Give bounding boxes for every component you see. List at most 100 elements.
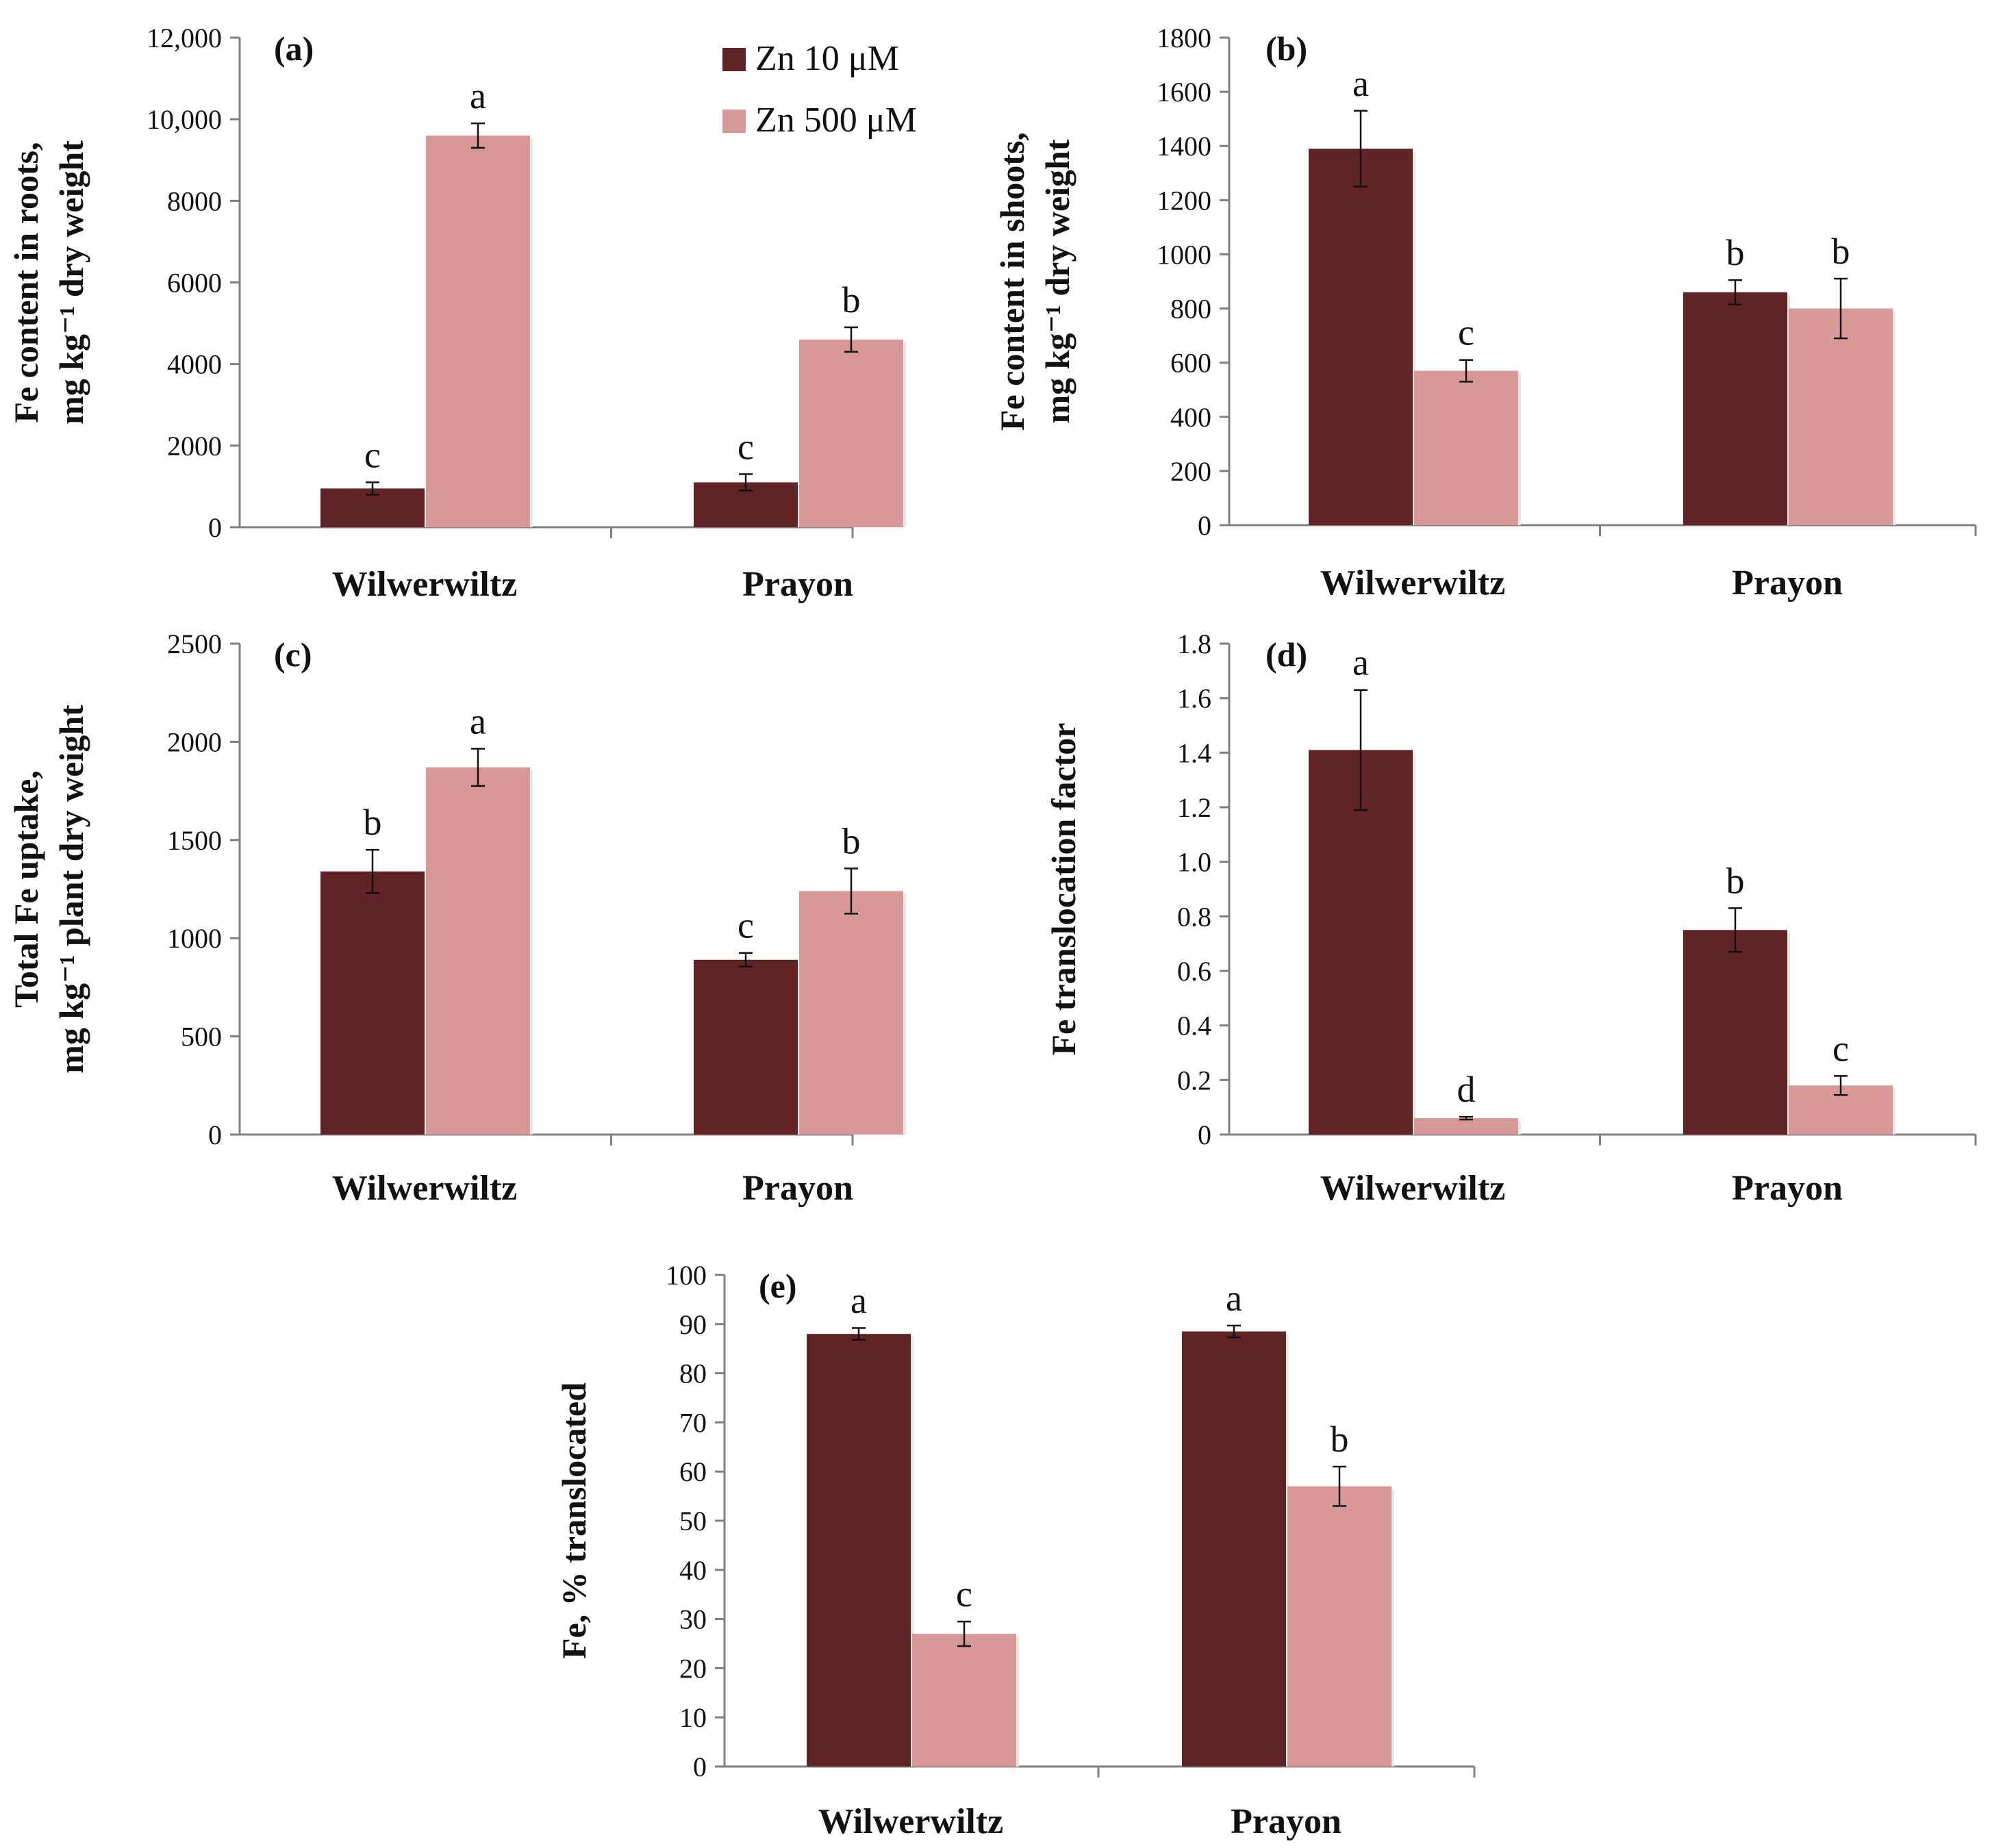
y-tick-label: 70 — [679, 1407, 707, 1438]
bar — [807, 1334, 911, 1767]
y-tick-label: 4000 — [167, 349, 222, 380]
significance-letter: b — [842, 279, 861, 320]
significance-letter: d — [1457, 1069, 1476, 1110]
bar-shadow — [1411, 752, 1415, 1135]
y-tick-label: 2000 — [167, 726, 222, 757]
bar-shadow — [796, 485, 801, 527]
significance-letter: b — [1832, 231, 1850, 272]
significance-letter: b — [1726, 232, 1745, 273]
legend: Zn 10 μM Zn 500 μM — [722, 39, 917, 140]
x-category-label: Prayon — [742, 1169, 853, 1208]
x-category-label: Prayon — [1732, 1169, 1843, 1208]
panel-label: (b) — [1265, 29, 1307, 68]
y-tick-label: 0 — [1198, 1119, 1211, 1150]
y-tick-label: 0.2 — [1177, 1065, 1211, 1096]
bar — [799, 891, 903, 1135]
y-tick-label: 1.4 — [1177, 737, 1211, 768]
y-tick-label: 1000 — [1157, 239, 1211, 270]
bar — [1182, 1331, 1286, 1767]
bar — [426, 767, 530, 1135]
y-axis-label: Fe, % translocated — [555, 1382, 593, 1659]
y-axis-label: mg kg⁻¹ plant dry weight — [52, 705, 90, 1074]
bar-shadow — [1891, 1088, 1895, 1135]
bar-shadow — [902, 894, 906, 1135]
x-category-label: Wilwerwiltz — [818, 1802, 1004, 1841]
y-tick-label: 100 — [666, 1260, 707, 1291]
bar-shadow — [1891, 311, 1895, 525]
bar — [320, 871, 425, 1135]
significance-letter: c — [956, 1573, 972, 1615]
panel-label: (a) — [274, 29, 314, 68]
significance-letter: a — [1226, 1278, 1242, 1319]
y-tick-label: 8000 — [167, 186, 222, 216]
y-tick-label: 600 — [1170, 348, 1211, 379]
bar-shadow — [1517, 1121, 1521, 1135]
x-category-label: Prayon — [1231, 1802, 1342, 1841]
y-tick-label: 10,000 — [147, 104, 222, 135]
y-tick-label: 90 — [679, 1309, 707, 1340]
bar-shadow — [529, 138, 533, 527]
y-tick-label: 2500 — [167, 629, 222, 659]
bar — [1309, 750, 1413, 1135]
y-tick-label: 0.6 — [1177, 956, 1211, 987]
significance-letter: c — [738, 905, 754, 946]
panel-label: (c) — [274, 635, 312, 674]
bar-shadow — [902, 342, 906, 527]
y-axis-label: Fe translocation factor — [1044, 723, 1083, 1056]
y-tick-label: 1000 — [167, 923, 222, 954]
bar — [1414, 1118, 1518, 1135]
y-axis-label: Fe content in shoots, — [993, 132, 1031, 431]
x-category-label: Wilwerwiltz — [332, 565, 518, 604]
y-tick-label: 0 — [1198, 510, 1211, 541]
x-category-label: Prayon — [1732, 564, 1843, 603]
bar-shadow — [1390, 1489, 1394, 1767]
x-category-label: Wilwerwiltz — [332, 1169, 518, 1208]
chart-panel: 0 10 20 30 40 50 60 70 80 90 100 Wilwerwiltz Prayon a… — [555, 1260, 1476, 1841]
chart-panel: 0 200 400 600 800 1000 1200 1400 1600 1800 Wilwerw… — [993, 23, 1977, 603]
legend-swatch — [722, 110, 746, 133]
x-category-label: Wilwerwiltz — [1320, 1169, 1506, 1208]
bar-shadow — [1786, 933, 1790, 1135]
x-category-label: Prayon — [742, 565, 853, 604]
bar-shadow — [1285, 1334, 1289, 1767]
chart-panel: 0 0.2 0.4 0.6 0.8 1.0 1.2 1.4 1.6 1.8 Wilwerwiltz P… — [1044, 629, 1977, 1208]
significance-letter: b — [364, 802, 382, 843]
y-tick-label: 200 — [1170, 456, 1211, 487]
significance-letter: c — [738, 427, 754, 468]
bar — [426, 136, 530, 527]
y-axis-label: mg kg⁻¹ dry weight — [1038, 139, 1076, 423]
y-tick-label: 1200 — [1157, 185, 1211, 216]
y-tick-label: 1.0 — [1177, 847, 1211, 878]
panel-label: (e) — [759, 1267, 797, 1305]
y-tick-label: 1400 — [1157, 131, 1211, 162]
y-tick-label: 0 — [693, 1751, 707, 1782]
bar — [1309, 149, 1413, 525]
bar — [694, 959, 798, 1135]
bar — [1683, 930, 1787, 1135]
significance-letter: a — [470, 75, 486, 116]
x-category-label: Wilwerwiltz — [1320, 564, 1506, 603]
bar-shadow — [1411, 151, 1415, 525]
bar — [799, 339, 903, 527]
significance-letter: c — [364, 434, 381, 475]
y-tick-label: 20 — [679, 1653, 707, 1684]
bar-shadow — [1517, 373, 1521, 525]
significance-letter: b — [842, 820, 861, 861]
bar — [912, 1634, 1016, 1767]
significance-letter: a — [1352, 63, 1369, 104]
bar — [1287, 1486, 1391, 1767]
y-tick-label: 0.8 — [1177, 901, 1211, 932]
y-tick-label: 500 — [181, 1022, 222, 1052]
significance-letter: b — [1331, 1419, 1349, 1460]
significance-letter: c — [1832, 1028, 1849, 1069]
significance-letter: a — [470, 700, 486, 742]
significance-letter: a — [851, 1280, 867, 1321]
bar-shadow — [1786, 294, 1790, 525]
bar-shadow — [529, 770, 533, 1135]
y-tick-label: 60 — [679, 1456, 707, 1487]
y-tick-label: 30 — [679, 1604, 707, 1635]
panel-label: (d) — [1265, 635, 1307, 674]
bar — [1789, 308, 1893, 525]
bar-shadow — [1015, 1636, 1019, 1767]
